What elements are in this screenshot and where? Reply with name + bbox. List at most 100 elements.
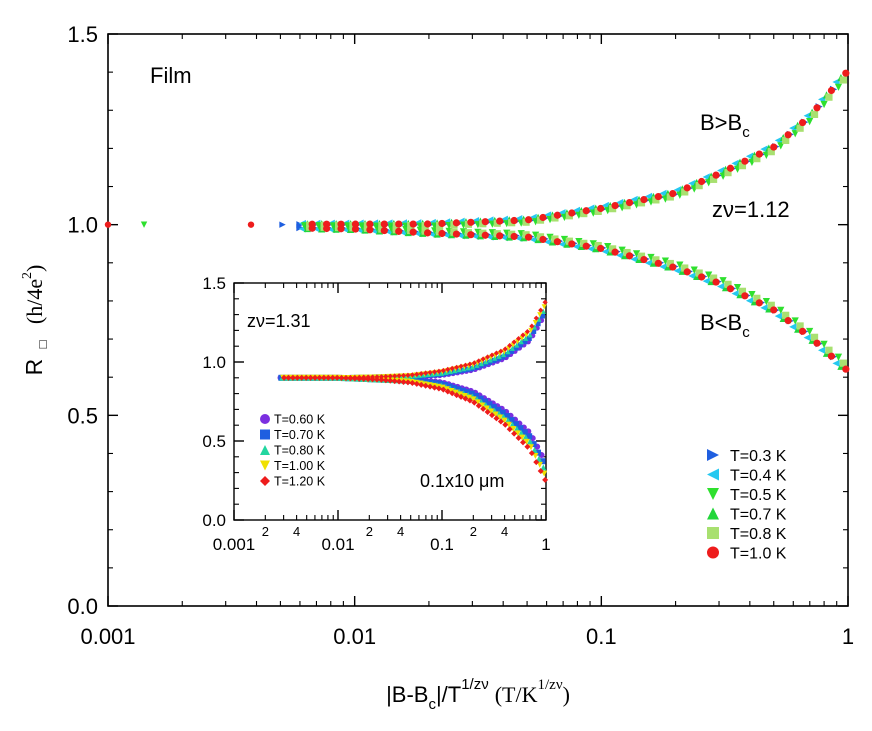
- data-point: [640, 255, 648, 264]
- data-point: [523, 335, 529, 341]
- data-point: [438, 229, 446, 238]
- svg-text:R □ (h/4e2): R □ (h/4e2): [20, 265, 52, 376]
- lower-branch-label: B<Bc: [700, 310, 750, 341]
- data-point: [431, 384, 438, 391]
- data-point: [316, 374, 323, 381]
- data-point: [438, 370, 445, 376]
- data-point: [709, 175, 718, 183]
- data-point: [496, 414, 503, 421]
- data-point: [506, 426, 513, 433]
- data-point: [440, 386, 447, 393]
- x-tick-label: 0.001: [80, 624, 135, 649]
- data-point: [495, 406, 502, 413]
- exponent-label: zν=1.12: [712, 197, 790, 222]
- data-point: [484, 354, 491, 360]
- inset-legend: T=0.60 KT=0.70 K T=0.80 KT=1.00 K T=1.20 K: [260, 413, 326, 489]
- data-point: [452, 389, 459, 396]
- data-point: [637, 199, 646, 207]
- data-point: [342, 375, 349, 382]
- data-point: [784, 131, 792, 139]
- data-point: [396, 378, 403, 385]
- data-point: [396, 373, 402, 379]
- data-point: [483, 359, 489, 365]
- data-point: [782, 311, 790, 319]
- data-point: [515, 434, 522, 441]
- data-point: [489, 412, 496, 419]
- data-point: [459, 387, 466, 394]
- x-tick-label: 0.1: [586, 624, 617, 649]
- data-point: [312, 374, 319, 381]
- legend-label: T=0.60 K: [274, 413, 326, 427]
- data-point: [414, 371, 420, 377]
- data-point: [474, 399, 481, 406]
- data-point: [791, 130, 799, 138]
- data-point: [380, 220, 388, 228]
- data-point: [539, 458, 546, 465]
- data-point: [515, 335, 522, 342]
- data-point: [609, 205, 617, 213]
- data-point: [644, 259, 653, 267]
- data-point: [733, 284, 742, 292]
- data-point: [510, 216, 518, 225]
- data-point: [492, 411, 499, 418]
- y-axis-label: R □ (h/4e2): [20, 265, 52, 376]
- data-point: [520, 332, 526, 338]
- data-point: [522, 434, 529, 441]
- data-point: [719, 277, 727, 285]
- data-point: [528, 450, 535, 457]
- legend-marker: [260, 429, 270, 440]
- main-plot-frame: [107, 33, 849, 607]
- data-point: [738, 162, 747, 170]
- film-label: Film: [150, 63, 192, 88]
- legend-marker: [260, 445, 270, 455]
- data-point: [510, 426, 517, 433]
- data-point: [511, 339, 517, 345]
- legend-label: T=1.20 K: [274, 475, 326, 489]
- legend-marker: [707, 507, 719, 520]
- data-point: [519, 434, 526, 441]
- data-point: [522, 339, 528, 345]
- data-point: [468, 390, 475, 397]
- x-minor-label: 4: [397, 524, 404, 539]
- data-point: [320, 374, 327, 381]
- data-point: [702, 277, 710, 285]
- data-point: [726, 164, 735, 172]
- data-point: [427, 383, 434, 390]
- data-point: [789, 323, 797, 331]
- data-point: [486, 401, 493, 408]
- data-point: [542, 299, 548, 305]
- data-point: [480, 356, 486, 362]
- data-point: [438, 219, 446, 228]
- data-point: [356, 375, 363, 382]
- data-point: [409, 380, 416, 387]
- x-tick-label: 0.1: [430, 535, 454, 554]
- data-point: [806, 118, 814, 126]
- data-point: [521, 429, 528, 436]
- data-point: [449, 365, 455, 371]
- data-point: [741, 292, 749, 300]
- data-point: [430, 371, 436, 377]
- data-point: [551, 235, 559, 243]
- data-point: [839, 359, 847, 367]
- y-tick-label: 1.5: [67, 22, 98, 47]
- data-point: [500, 354, 506, 360]
- data-point: [770, 143, 778, 151]
- data-point: [452, 367, 458, 374]
- data-point: [820, 100, 828, 109]
- data-point: [391, 378, 398, 385]
- y-tick-label: 0.0: [202, 511, 226, 530]
- data-point: [481, 231, 489, 239]
- data-point: [784, 317, 792, 325]
- data-point: [467, 231, 475, 239]
- data-point: [741, 157, 749, 165]
- data-point: [587, 245, 595, 253]
- data-point: [523, 438, 530, 445]
- data-point: [467, 361, 473, 367]
- data-point: [753, 294, 761, 302]
- data-point: [483, 405, 490, 412]
- data-point: [698, 273, 706, 281]
- data-point: [690, 266, 698, 274]
- data-point: [537, 467, 544, 474]
- data-point: [400, 378, 407, 385]
- data-point: [745, 297, 754, 305]
